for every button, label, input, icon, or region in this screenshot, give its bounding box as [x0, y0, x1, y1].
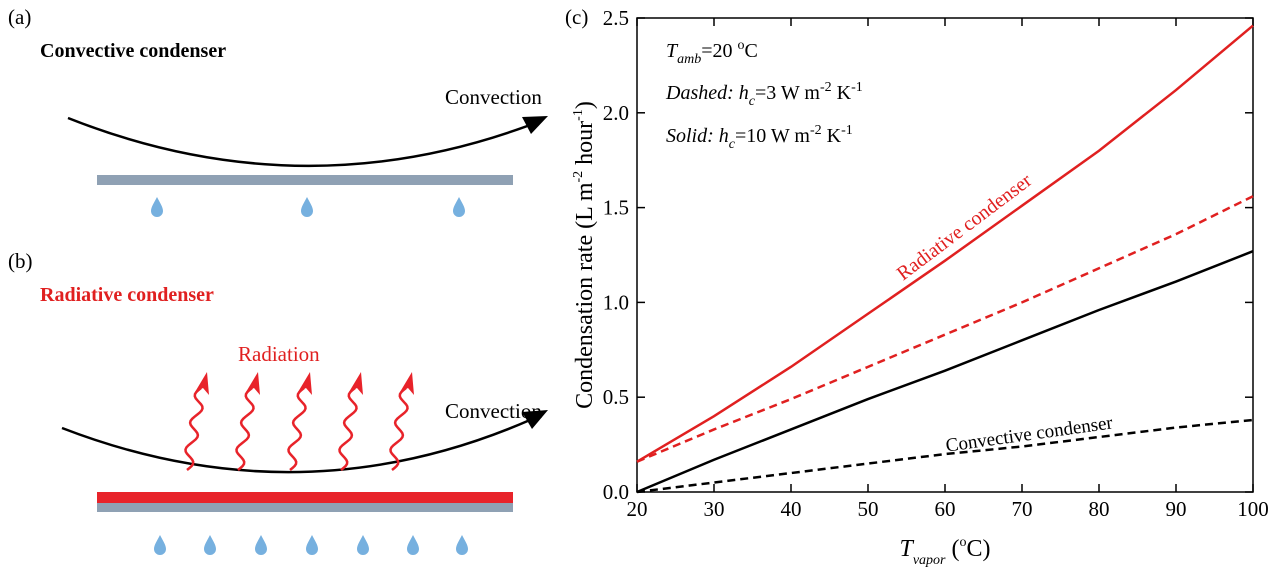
panel-label: (b): [8, 249, 33, 273]
note-part: h: [714, 125, 729, 147]
condenser-plate: [97, 503, 513, 512]
y-tick-label: 1.5: [603, 196, 629, 220]
label-part: ): [572, 101, 598, 109]
note-part: Dashed:: [665, 82, 734, 104]
label-part: C): [967, 536, 991, 562]
note-part: -2: [820, 80, 832, 95]
flow-curve: [67, 116, 531, 167]
condenser-plate: [97, 175, 513, 185]
note-part: =3 W m: [755, 82, 820, 104]
label-part: vapor: [913, 553, 946, 568]
annotation: Tamb=20 oC: [666, 38, 758, 67]
flow-label: Convection: [445, 85, 542, 109]
panel-title: Radiative condenser: [40, 284, 214, 306]
x-tick-label: 20: [627, 497, 648, 521]
emitter-layer: [97, 492, 513, 503]
label-part: -2: [571, 171, 586, 183]
note-part: T: [666, 40, 679, 62]
x-tick-label: 80: [1089, 497, 1110, 521]
series-line: [636, 195, 1254, 463]
flow-curve: [61, 418, 531, 474]
note-part: -2: [810, 123, 822, 138]
x-tick-label: 40: [781, 497, 802, 521]
x-tick-label: 30: [704, 497, 725, 521]
x-tick-label: 100: [1237, 497, 1269, 521]
wave: [235, 387, 255, 471]
note-part: -1: [841, 123, 853, 138]
radiation-arrows: [184, 372, 414, 471]
y-axis-label: Condensation rate (L m-2 hour-1): [571, 101, 598, 409]
emission-label: Radiation: [238, 342, 320, 366]
wave-head: [298, 372, 312, 395]
panel-label: (c): [565, 5, 588, 29]
note-part: C: [745, 40, 758, 62]
series-line: [636, 24, 1254, 463]
label-part: (: [946, 536, 960, 562]
y-tick-label: 2.5: [603, 6, 629, 30]
label-part: -1: [571, 109, 586, 121]
series-line: [636, 250, 1254, 494]
series-line: [636, 418, 1254, 494]
annotation: Dashed: hc=3 W m-2 K-1: [665, 80, 863, 109]
arrow-head: [522, 116, 548, 134]
note-part: amb: [677, 52, 701, 67]
note-part: =20: [701, 40, 737, 62]
x-tick-label: 60: [935, 497, 956, 521]
note-part: K: [832, 82, 852, 104]
arrow-head: [522, 410, 548, 429]
y-tick-label: 2.0: [603, 101, 629, 125]
note-part: h: [734, 82, 749, 104]
flow-label: Convection: [445, 399, 542, 423]
curve-label: Radiative condenser: [893, 169, 1036, 285]
y-tick-label: 0.5: [603, 385, 629, 409]
wave-head: [246, 372, 260, 395]
wave-head: [195, 372, 209, 395]
note-part: o: [738, 38, 745, 53]
droplets: [151, 197, 465, 217]
y-tick-label: 1.0: [603, 290, 629, 314]
note-part: Solid:: [666, 125, 714, 147]
note-part: K: [822, 125, 842, 147]
label-part: Condensation rate (L m: [572, 182, 598, 409]
x-tick-label: 90: [1166, 497, 1187, 521]
wave: [389, 387, 409, 471]
wave: [184, 387, 204, 471]
wave: [338, 387, 358, 471]
panel-label: (a): [8, 5, 31, 29]
x-tick-label: 70: [1012, 497, 1033, 521]
label-part: o: [960, 535, 967, 550]
note-part: =10 W m: [735, 125, 810, 147]
x-axis-label: Tvapor (oC): [899, 535, 990, 568]
curve-label: Convective condenser: [944, 412, 1114, 456]
label-part: hour: [572, 121, 598, 171]
label-part: T: [899, 536, 914, 562]
x-tick-label: 50: [858, 497, 879, 521]
wave: [287, 387, 307, 471]
note-part: c: [749, 94, 756, 109]
note-part: -1: [851, 80, 863, 95]
note-part: c: [729, 137, 736, 152]
y-tick-label: 0.0: [603, 480, 629, 504]
droplets: [154, 535, 468, 555]
panel-title: Convective condenser: [40, 40, 226, 62]
plot: 20 30 40 50 60 70 80 90 100 0.0 0.5 1.0 1.5 2.0 2.5: [603, 6, 1269, 521]
annotation: Solid: hc=10 W m-2 K-1: [666, 123, 853, 152]
wave-head: [400, 372, 414, 395]
wave-head: [349, 372, 363, 395]
